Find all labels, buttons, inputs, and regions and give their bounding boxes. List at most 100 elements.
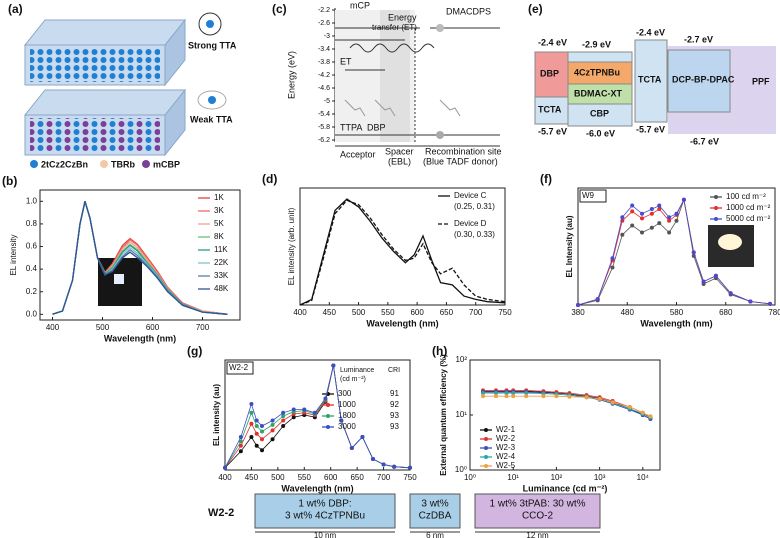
region bbox=[380, 10, 410, 142]
x-tick-label: 650 bbox=[350, 473, 364, 482]
marker bbox=[640, 216, 645, 221]
x-tick-label: 680 bbox=[719, 308, 733, 317]
legend-label: 100 cd m⁻² bbox=[726, 192, 766, 201]
x-tick-label: 600 bbox=[324, 473, 338, 482]
legend-label: 48K bbox=[214, 284, 229, 293]
y-tick-label: -5.8 bbox=[318, 124, 330, 131]
legend-label: 5K bbox=[214, 219, 224, 228]
level-label: -2.4 eV bbox=[636, 27, 665, 37]
y-axis-label: EL intensity (au) bbox=[212, 384, 221, 446]
thickness: 6 nm bbox=[426, 531, 444, 538]
marker bbox=[554, 394, 559, 399]
marker bbox=[657, 207, 662, 212]
y-axis-label: EL intensity bbox=[9, 234, 18, 275]
legend-label: Device C bbox=[454, 191, 487, 200]
marker bbox=[649, 211, 654, 216]
legend-label: 1000 cd m⁻² bbox=[726, 203, 771, 212]
x-tick-label: 750 bbox=[498, 308, 512, 317]
marker bbox=[667, 215, 672, 220]
exciton bbox=[436, 24, 444, 32]
level-label: -2.4 eV bbox=[538, 37, 567, 47]
layer-label: 3 wt% bbox=[421, 499, 448, 510]
marker bbox=[408, 465, 412, 470]
marker bbox=[260, 429, 264, 434]
x-tick-label: 500 bbox=[352, 308, 366, 317]
marker bbox=[657, 203, 662, 208]
legend-note: (0.25, 0.31) bbox=[454, 202, 495, 211]
x-tick-label: 780 bbox=[768, 308, 780, 317]
marker bbox=[713, 273, 718, 278]
level-label: -5.7 eV bbox=[538, 126, 567, 136]
marker bbox=[667, 218, 672, 223]
exciton bbox=[436, 131, 444, 139]
legend-label: 2tCz2CzBn bbox=[41, 159, 88, 169]
panel-e: (e) -2.4 eV -2.9 eV -2.4 eV -2.7 eV DBP … bbox=[528, 2, 776, 146]
decay-arrow bbox=[439, 99, 461, 117]
label: Energy bbox=[388, 12, 417, 22]
tag: W9 bbox=[582, 191, 595, 200]
layer bbox=[634, 39, 668, 123]
transfer-arrow bbox=[349, 43, 435, 53]
marker bbox=[481, 391, 486, 396]
panel-label: (e) bbox=[528, 2, 543, 16]
level-label: -2.7 eV bbox=[684, 34, 713, 44]
panel-label: (h) bbox=[432, 344, 447, 358]
marker bbox=[597, 397, 602, 402]
marker bbox=[494, 391, 499, 396]
x-tick-label: 380 bbox=[571, 308, 585, 317]
marker bbox=[249, 402, 254, 406]
cycle-arrow bbox=[198, 12, 222, 36]
legend-label: W2-3 bbox=[496, 443, 516, 452]
x-tick-label: 700 bbox=[469, 308, 483, 317]
panel-a: (a) Strong TTA Weak TTA 2tCz2CzBn TBRb m… bbox=[8, 2, 237, 169]
x-tick-label: 10⁰ bbox=[464, 473, 476, 482]
thickness: 12 nm bbox=[526, 531, 549, 538]
level-label: -6.0 eV bbox=[586, 128, 615, 138]
marker bbox=[381, 462, 386, 467]
marker bbox=[595, 297, 600, 302]
y-tick-label: -4.2 bbox=[318, 72, 330, 79]
label: mCP bbox=[350, 0, 370, 10]
y-axis-label: External quantum efficiency (%) bbox=[439, 354, 448, 476]
marker bbox=[620, 232, 625, 237]
layer bbox=[409, 493, 461, 529]
marker bbox=[640, 410, 645, 415]
y-tick-label: 0.2 bbox=[26, 287, 38, 296]
marker bbox=[312, 410, 317, 415]
marker bbox=[610, 400, 615, 405]
marker bbox=[524, 394, 529, 399]
marker bbox=[576, 303, 580, 307]
legend-label: 33K bbox=[214, 271, 229, 280]
legend-label: 3000 bbox=[338, 422, 356, 431]
legend-label: mCBP bbox=[153, 159, 180, 169]
plot-frame bbox=[299, 187, 506, 306]
x-tick-label: 700 bbox=[377, 473, 391, 482]
x-tick-label: 400 bbox=[218, 473, 232, 482]
panel-label: (d) bbox=[262, 172, 277, 186]
emitters bbox=[30, 48, 160, 82]
x-tick-label: 480 bbox=[621, 308, 635, 317]
panel-label: (f) bbox=[540, 172, 552, 186]
layer bbox=[164, 18, 186, 87]
icon bbox=[206, 20, 214, 28]
legend-label: 11K bbox=[214, 245, 228, 254]
layer-label: TCTA bbox=[638, 74, 662, 84]
marker bbox=[254, 418, 259, 423]
marker bbox=[728, 291, 733, 296]
marker bbox=[254, 431, 259, 436]
marker bbox=[238, 449, 243, 454]
legend-title: (cd m⁻²) bbox=[340, 376, 366, 383]
marker bbox=[291, 415, 296, 420]
x-axis-label: Luminance (cd m⁻²) bbox=[523, 483, 608, 493]
x-tick-label: 750 bbox=[403, 473, 417, 482]
legend-swatch bbox=[142, 160, 150, 168]
panel-label: (c) bbox=[272, 2, 287, 16]
marker bbox=[238, 443, 243, 448]
layer-label: CBP bbox=[590, 108, 609, 118]
layer-label: 1 wt% DBP: bbox=[298, 499, 351, 510]
y-axis-label: EL Intensity (au) bbox=[565, 215, 574, 277]
marker bbox=[281, 424, 286, 428]
legend-title: Luminance bbox=[340, 367, 374, 374]
